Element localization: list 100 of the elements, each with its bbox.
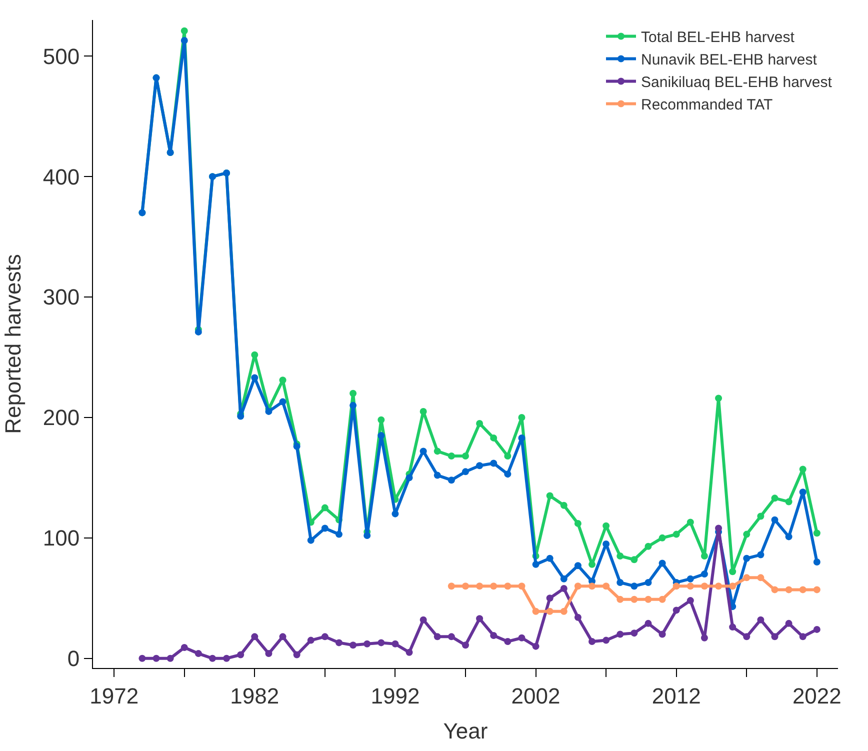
point bbox=[785, 498, 792, 506]
point bbox=[757, 512, 764, 520]
point bbox=[560, 502, 568, 509]
point bbox=[406, 648, 413, 656]
point bbox=[757, 574, 764, 582]
point bbox=[574, 582, 582, 590]
point bbox=[616, 630, 624, 638]
point bbox=[672, 606, 680, 614]
point bbox=[434, 472, 441, 479]
y-tick-label: 400 bbox=[42, 164, 80, 190]
point bbox=[237, 412, 244, 420]
point bbox=[293, 651, 300, 658]
point bbox=[785, 586, 792, 594]
point bbox=[406, 474, 413, 482]
point bbox=[518, 434, 526, 442]
point bbox=[799, 488, 806, 496]
point bbox=[138, 654, 146, 662]
point bbox=[350, 390, 357, 397]
point bbox=[644, 620, 652, 627]
point bbox=[630, 582, 638, 590]
point bbox=[560, 585, 568, 592]
point bbox=[364, 640, 371, 648]
point bbox=[518, 582, 526, 590]
point bbox=[771, 516, 778, 524]
point bbox=[504, 638, 512, 645]
point bbox=[307, 636, 314, 644]
point bbox=[335, 530, 342, 538]
point bbox=[251, 351, 258, 358]
point bbox=[166, 654, 174, 662]
point bbox=[448, 582, 455, 590]
point bbox=[350, 642, 357, 649]
point bbox=[602, 636, 610, 644]
point bbox=[813, 626, 820, 633]
point bbox=[180, 27, 188, 34]
point bbox=[462, 582, 469, 590]
point bbox=[420, 616, 427, 624]
point bbox=[476, 420, 484, 427]
x-tick-label: 2022 bbox=[792, 683, 842, 708]
legend-label: Recommanded TAT bbox=[641, 96, 773, 114]
point bbox=[420, 408, 427, 415]
point bbox=[251, 374, 258, 382]
point bbox=[420, 448, 427, 455]
point bbox=[715, 524, 722, 532]
point bbox=[335, 639, 342, 646]
point bbox=[799, 466, 806, 473]
point bbox=[743, 633, 750, 640]
point bbox=[476, 462, 484, 470]
point bbox=[602, 540, 610, 548]
point bbox=[490, 460, 498, 467]
point bbox=[658, 596, 666, 603]
point bbox=[672, 530, 680, 538]
point bbox=[560, 608, 568, 615]
x-tick-label: 1992 bbox=[370, 683, 420, 708]
point bbox=[729, 624, 736, 631]
point bbox=[448, 476, 455, 484]
point bbox=[658, 534, 666, 542]
point bbox=[658, 630, 666, 638]
point bbox=[448, 452, 455, 460]
point bbox=[476, 615, 484, 622]
point bbox=[672, 582, 680, 590]
point bbox=[392, 640, 399, 648]
y-tick-label: 0 bbox=[67, 646, 80, 672]
point bbox=[686, 575, 694, 582]
point bbox=[490, 434, 498, 442]
point bbox=[574, 520, 582, 527]
point bbox=[546, 608, 554, 615]
point bbox=[616, 596, 624, 603]
point bbox=[771, 494, 778, 502]
point bbox=[715, 582, 722, 590]
y-axis-title: Reported harvests bbox=[0, 254, 26, 434]
point bbox=[743, 574, 750, 582]
point bbox=[700, 582, 708, 590]
point bbox=[644, 596, 652, 603]
point bbox=[293, 442, 300, 450]
point bbox=[208, 654, 216, 662]
point bbox=[813, 558, 820, 566]
point bbox=[799, 586, 806, 594]
point bbox=[378, 639, 385, 646]
point bbox=[616, 578, 624, 586]
point bbox=[700, 570, 708, 578]
y-tick-label: 500 bbox=[42, 44, 80, 69]
point bbox=[532, 608, 540, 615]
point bbox=[729, 568, 736, 576]
legend-label: Nunavik BEL-EHB harvest bbox=[641, 52, 818, 69]
point bbox=[799, 633, 806, 640]
point bbox=[602, 522, 610, 530]
point bbox=[378, 432, 385, 440]
point bbox=[574, 562, 582, 570]
point bbox=[743, 530, 750, 538]
point bbox=[532, 642, 540, 650]
point bbox=[729, 582, 736, 590]
y-tick-label: 100 bbox=[42, 526, 80, 551]
point bbox=[307, 536, 314, 544]
point bbox=[321, 504, 328, 512]
point bbox=[630, 556, 638, 564]
point bbox=[546, 492, 554, 500]
point bbox=[476, 582, 484, 590]
x-tick-label: 2012 bbox=[652, 683, 701, 708]
point bbox=[504, 582, 512, 590]
point bbox=[630, 596, 638, 603]
